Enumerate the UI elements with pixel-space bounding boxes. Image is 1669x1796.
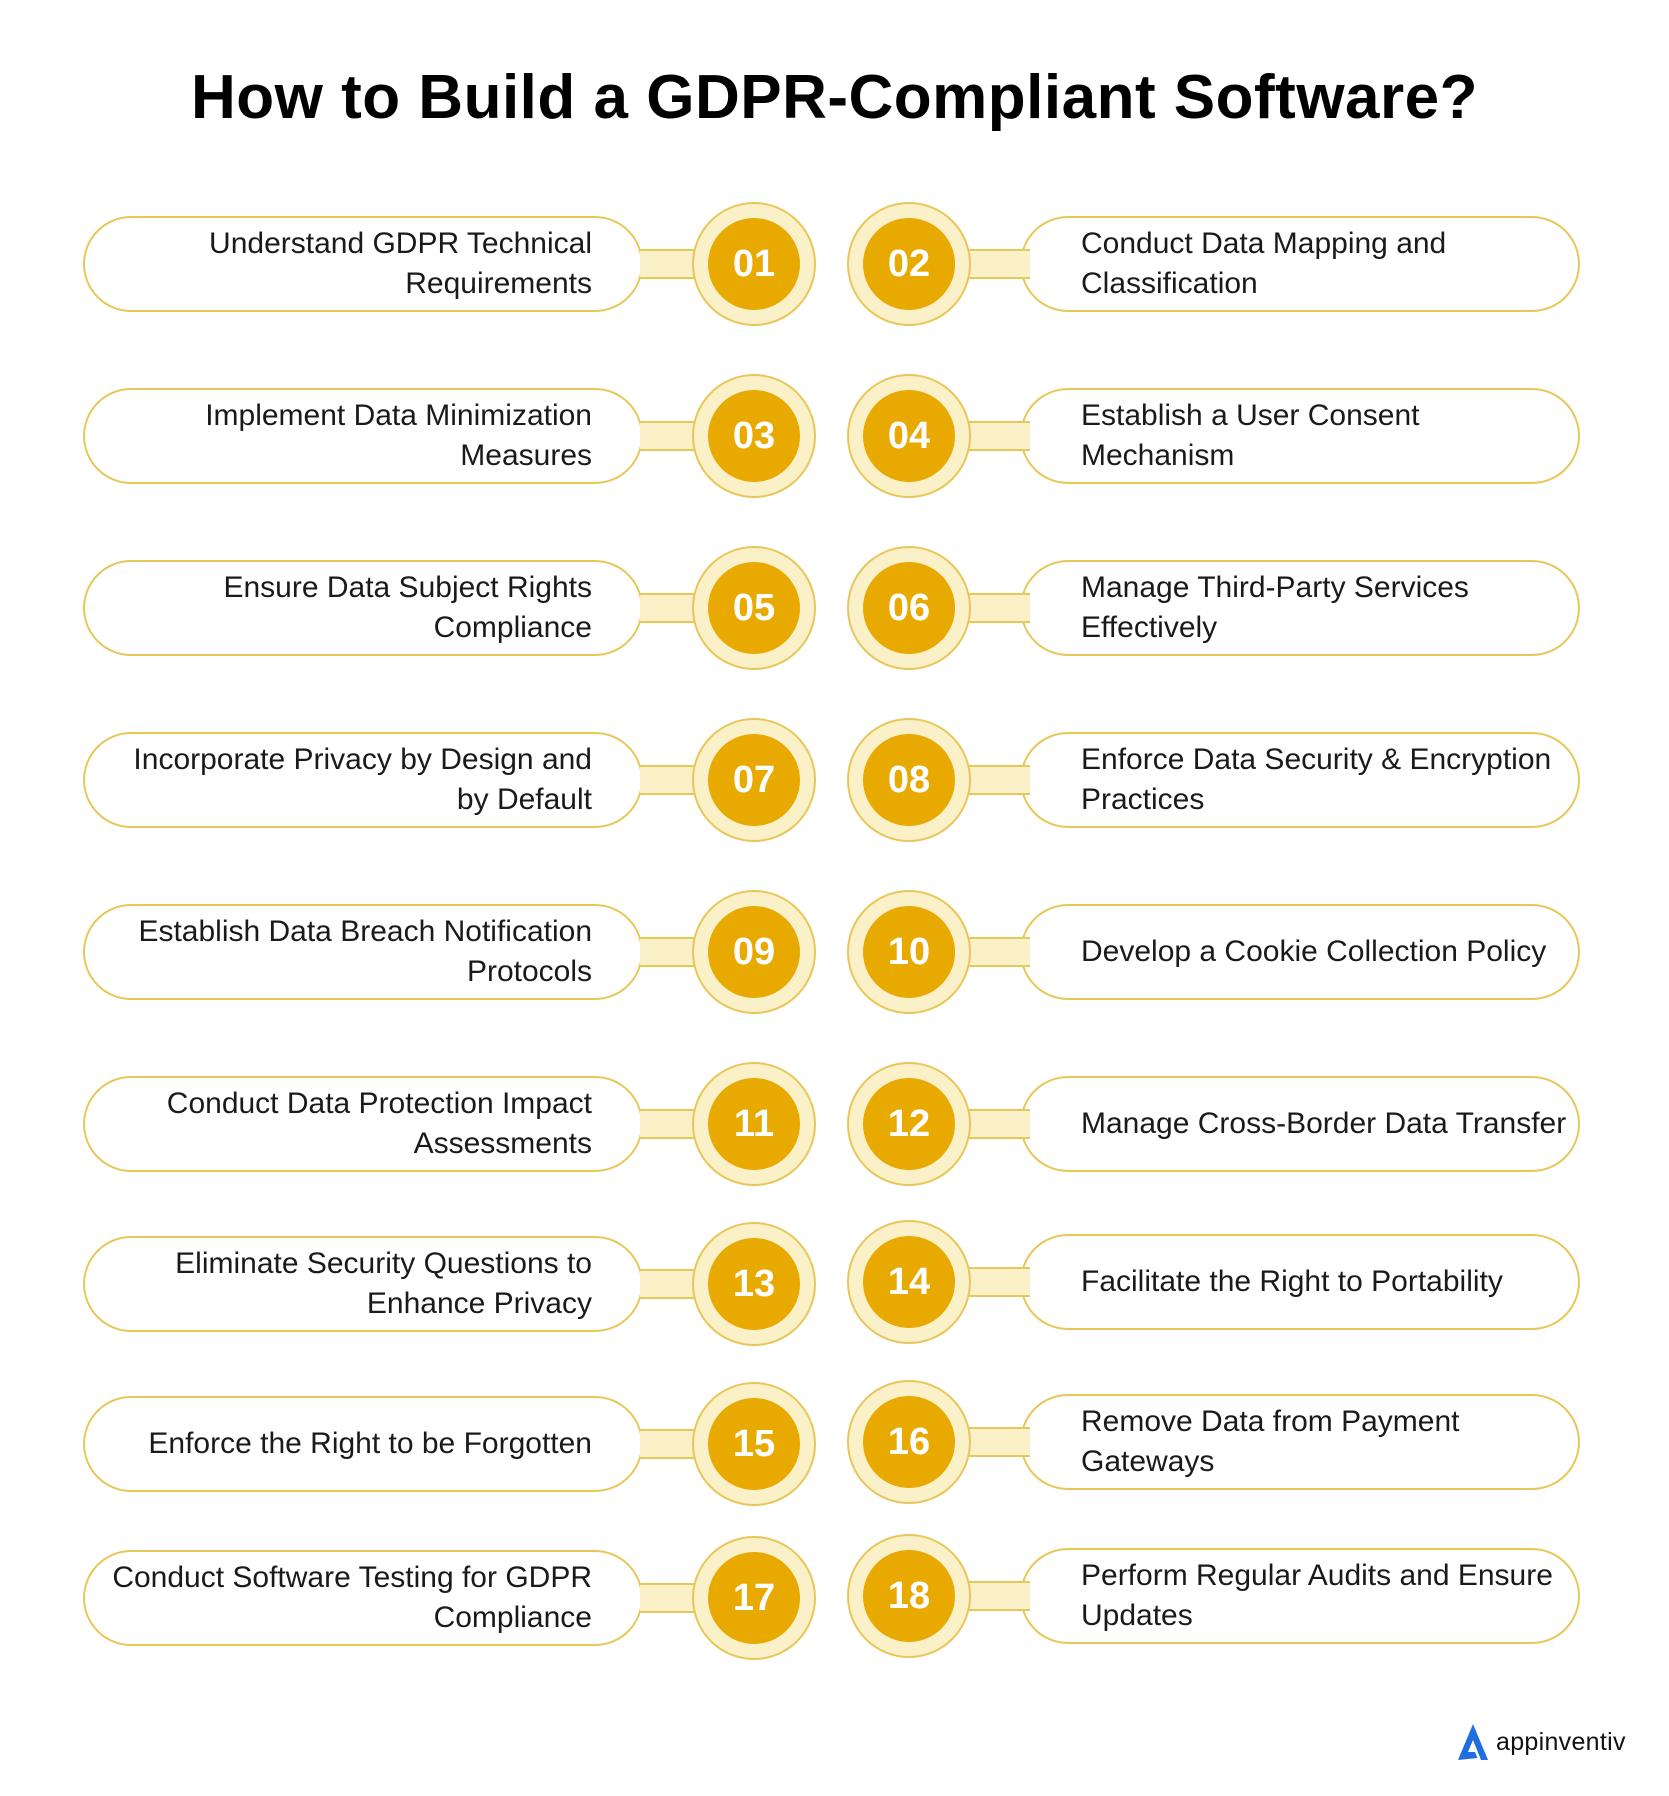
- step-badge: 07: [692, 718, 816, 842]
- step-number: 18: [863, 1550, 955, 1642]
- step-number: 17: [708, 1552, 800, 1644]
- step-badge: 12: [847, 1062, 971, 1186]
- step-badge: 09: [692, 890, 816, 1014]
- step-10: Develop a Cookie Collection Policy 10: [0, 890, 1580, 1014]
- step-label: Develop a Cookie Collection Policy: [1081, 935, 1547, 968]
- step-number: 13: [708, 1238, 800, 1330]
- page-title: How to Build a GDPR-Compliant Software?: [190, 63, 1479, 132]
- step-label: Enforce Data Security & Encryption Pract…: [1081, 743, 1552, 816]
- step-label: Facilitate the Right to Portability: [1081, 1265, 1503, 1298]
- appinventiv-logo-icon: [1458, 1724, 1488, 1760]
- step-label: Conduct Software Testing for GDPR Compli…: [112, 1561, 592, 1634]
- step-badge: 03: [692, 374, 816, 498]
- step-label: Implement Data Minimization Measures: [205, 399, 592, 472]
- step-08: Enforce Data Security & Encryption Pract…: [0, 718, 1580, 842]
- step-pill: [1020, 1548, 1580, 1644]
- step-15: Enforce the Right to be Forgotten 15: [0, 1382, 816, 1506]
- step-pill: [1020, 1394, 1580, 1490]
- step-02: Conduct Data Mapping and Classification …: [0, 202, 1580, 326]
- step-pill: [1020, 388, 1580, 484]
- step-pill: [1020, 904, 1580, 1000]
- step-badge: 18: [847, 1534, 971, 1658]
- step-label: Understand GDPR Technical Requirements: [209, 227, 592, 300]
- step-badge: 05: [692, 546, 816, 670]
- step-label: Manage Third-Party Services Effectively: [1081, 571, 1469, 644]
- step-18: Perform Regular Audits and Ensure Update…: [0, 1534, 1580, 1658]
- step-badge: 11: [692, 1062, 816, 1186]
- step-badge: 01: [692, 202, 816, 326]
- step-badge: 16: [847, 1380, 971, 1504]
- step-label: Perform Regular Audits and Ensure Update…: [1081, 1559, 1553, 1632]
- step-pill: [83, 1550, 643, 1646]
- step-pill: [83, 216, 643, 312]
- step-12: Manage Cross-Border Data Transfer 12: [0, 1062, 1580, 1186]
- step-badge: 04: [847, 374, 971, 498]
- step-pill: [1020, 1076, 1580, 1172]
- step-17: Conduct Software Testing for GDPR Compli…: [0, 1536, 816, 1660]
- step-label: Conduct Data Mapping and Classification: [1081, 227, 1447, 300]
- step-label: Eliminate Security Questions to Enhance …: [175, 1247, 592, 1320]
- step-pill: [1020, 560, 1580, 656]
- step-number: 05: [708, 562, 800, 654]
- step-number: 06: [863, 562, 955, 654]
- step-16: Remove Data from Payment Gateways 16: [0, 1380, 1580, 1504]
- step-06: Manage Third-Party Services Effectively …: [0, 546, 1580, 670]
- step-label: Establish Data Breach Notification Proto…: [138, 915, 592, 988]
- step-pill: [1020, 1234, 1580, 1330]
- step-04: Establish a User Consent Mechanism 04: [0, 374, 1580, 498]
- step-pill: [83, 904, 643, 1000]
- step-number: 09: [708, 906, 800, 998]
- step-label: Conduct Data Protection Impact Assessmen…: [166, 1087, 592, 1160]
- step-number: 07: [708, 734, 800, 826]
- step-pill: [1020, 732, 1580, 828]
- step-01: Understand GDPR Technical Requirements 0…: [0, 202, 816, 326]
- step-badge: 13: [692, 1222, 816, 1346]
- step-badge: 14: [847, 1220, 971, 1344]
- step-number: 02: [863, 218, 955, 310]
- step-pill: [1020, 216, 1580, 312]
- step-13: Eliminate Security Questions to Enhance …: [0, 1222, 816, 1346]
- step-11: Conduct Data Protection Impact Assessmen…: [0, 1062, 816, 1186]
- step-number: 12: [863, 1078, 955, 1170]
- step-number: 01: [708, 218, 800, 310]
- step-07: Incorporate Privacy by Design and by Def…: [0, 718, 816, 842]
- step-label: Manage Cross-Border Data Transfer: [1081, 1107, 1567, 1140]
- step-badge: 10: [847, 890, 971, 1014]
- step-number: 14: [863, 1236, 955, 1328]
- step-label: Ensure Data Subject Rights Compliance: [223, 571, 592, 644]
- step-pill: [83, 1076, 643, 1172]
- step-number: 16: [863, 1396, 955, 1488]
- step-label: Enforce the Right to be Forgotten: [148, 1427, 592, 1460]
- step-pill: [83, 1396, 643, 1492]
- step-09: Establish Data Breach Notification Proto…: [0, 890, 816, 1014]
- step-label: Remove Data from Payment Gateways: [1081, 1405, 1460, 1478]
- step-badge: 15: [692, 1382, 816, 1506]
- brand-name: appinventiv: [1496, 1727, 1626, 1756]
- step-badge: 17: [692, 1536, 816, 1660]
- step-number: 03: [708, 390, 800, 482]
- step-pill: [83, 732, 643, 828]
- step-number: 10: [863, 906, 955, 998]
- step-pill: [83, 1236, 643, 1332]
- step-number: 08: [863, 734, 955, 826]
- step-number: 11: [708, 1078, 800, 1170]
- step-14: Facilitate the Right to Portability 14: [0, 1220, 1580, 1344]
- step-03: Implement Data Minimization Measures 03: [0, 374, 816, 498]
- step-number: 04: [863, 390, 955, 482]
- step-number: 15: [708, 1398, 800, 1490]
- step-pill: [83, 560, 643, 656]
- step-badge: 08: [847, 718, 971, 842]
- step-badge: 02: [847, 202, 971, 326]
- step-label: Establish a User Consent Mechanism: [1081, 399, 1420, 472]
- step-badge: 06: [847, 546, 971, 670]
- step-05: Ensure Data Subject Rights Compliance 05: [0, 546, 816, 670]
- brand-logo[interactable]: appinventiv: [1456, 1722, 1626, 1762]
- step-label: Incorporate Privacy by Design and by Def…: [133, 743, 592, 816]
